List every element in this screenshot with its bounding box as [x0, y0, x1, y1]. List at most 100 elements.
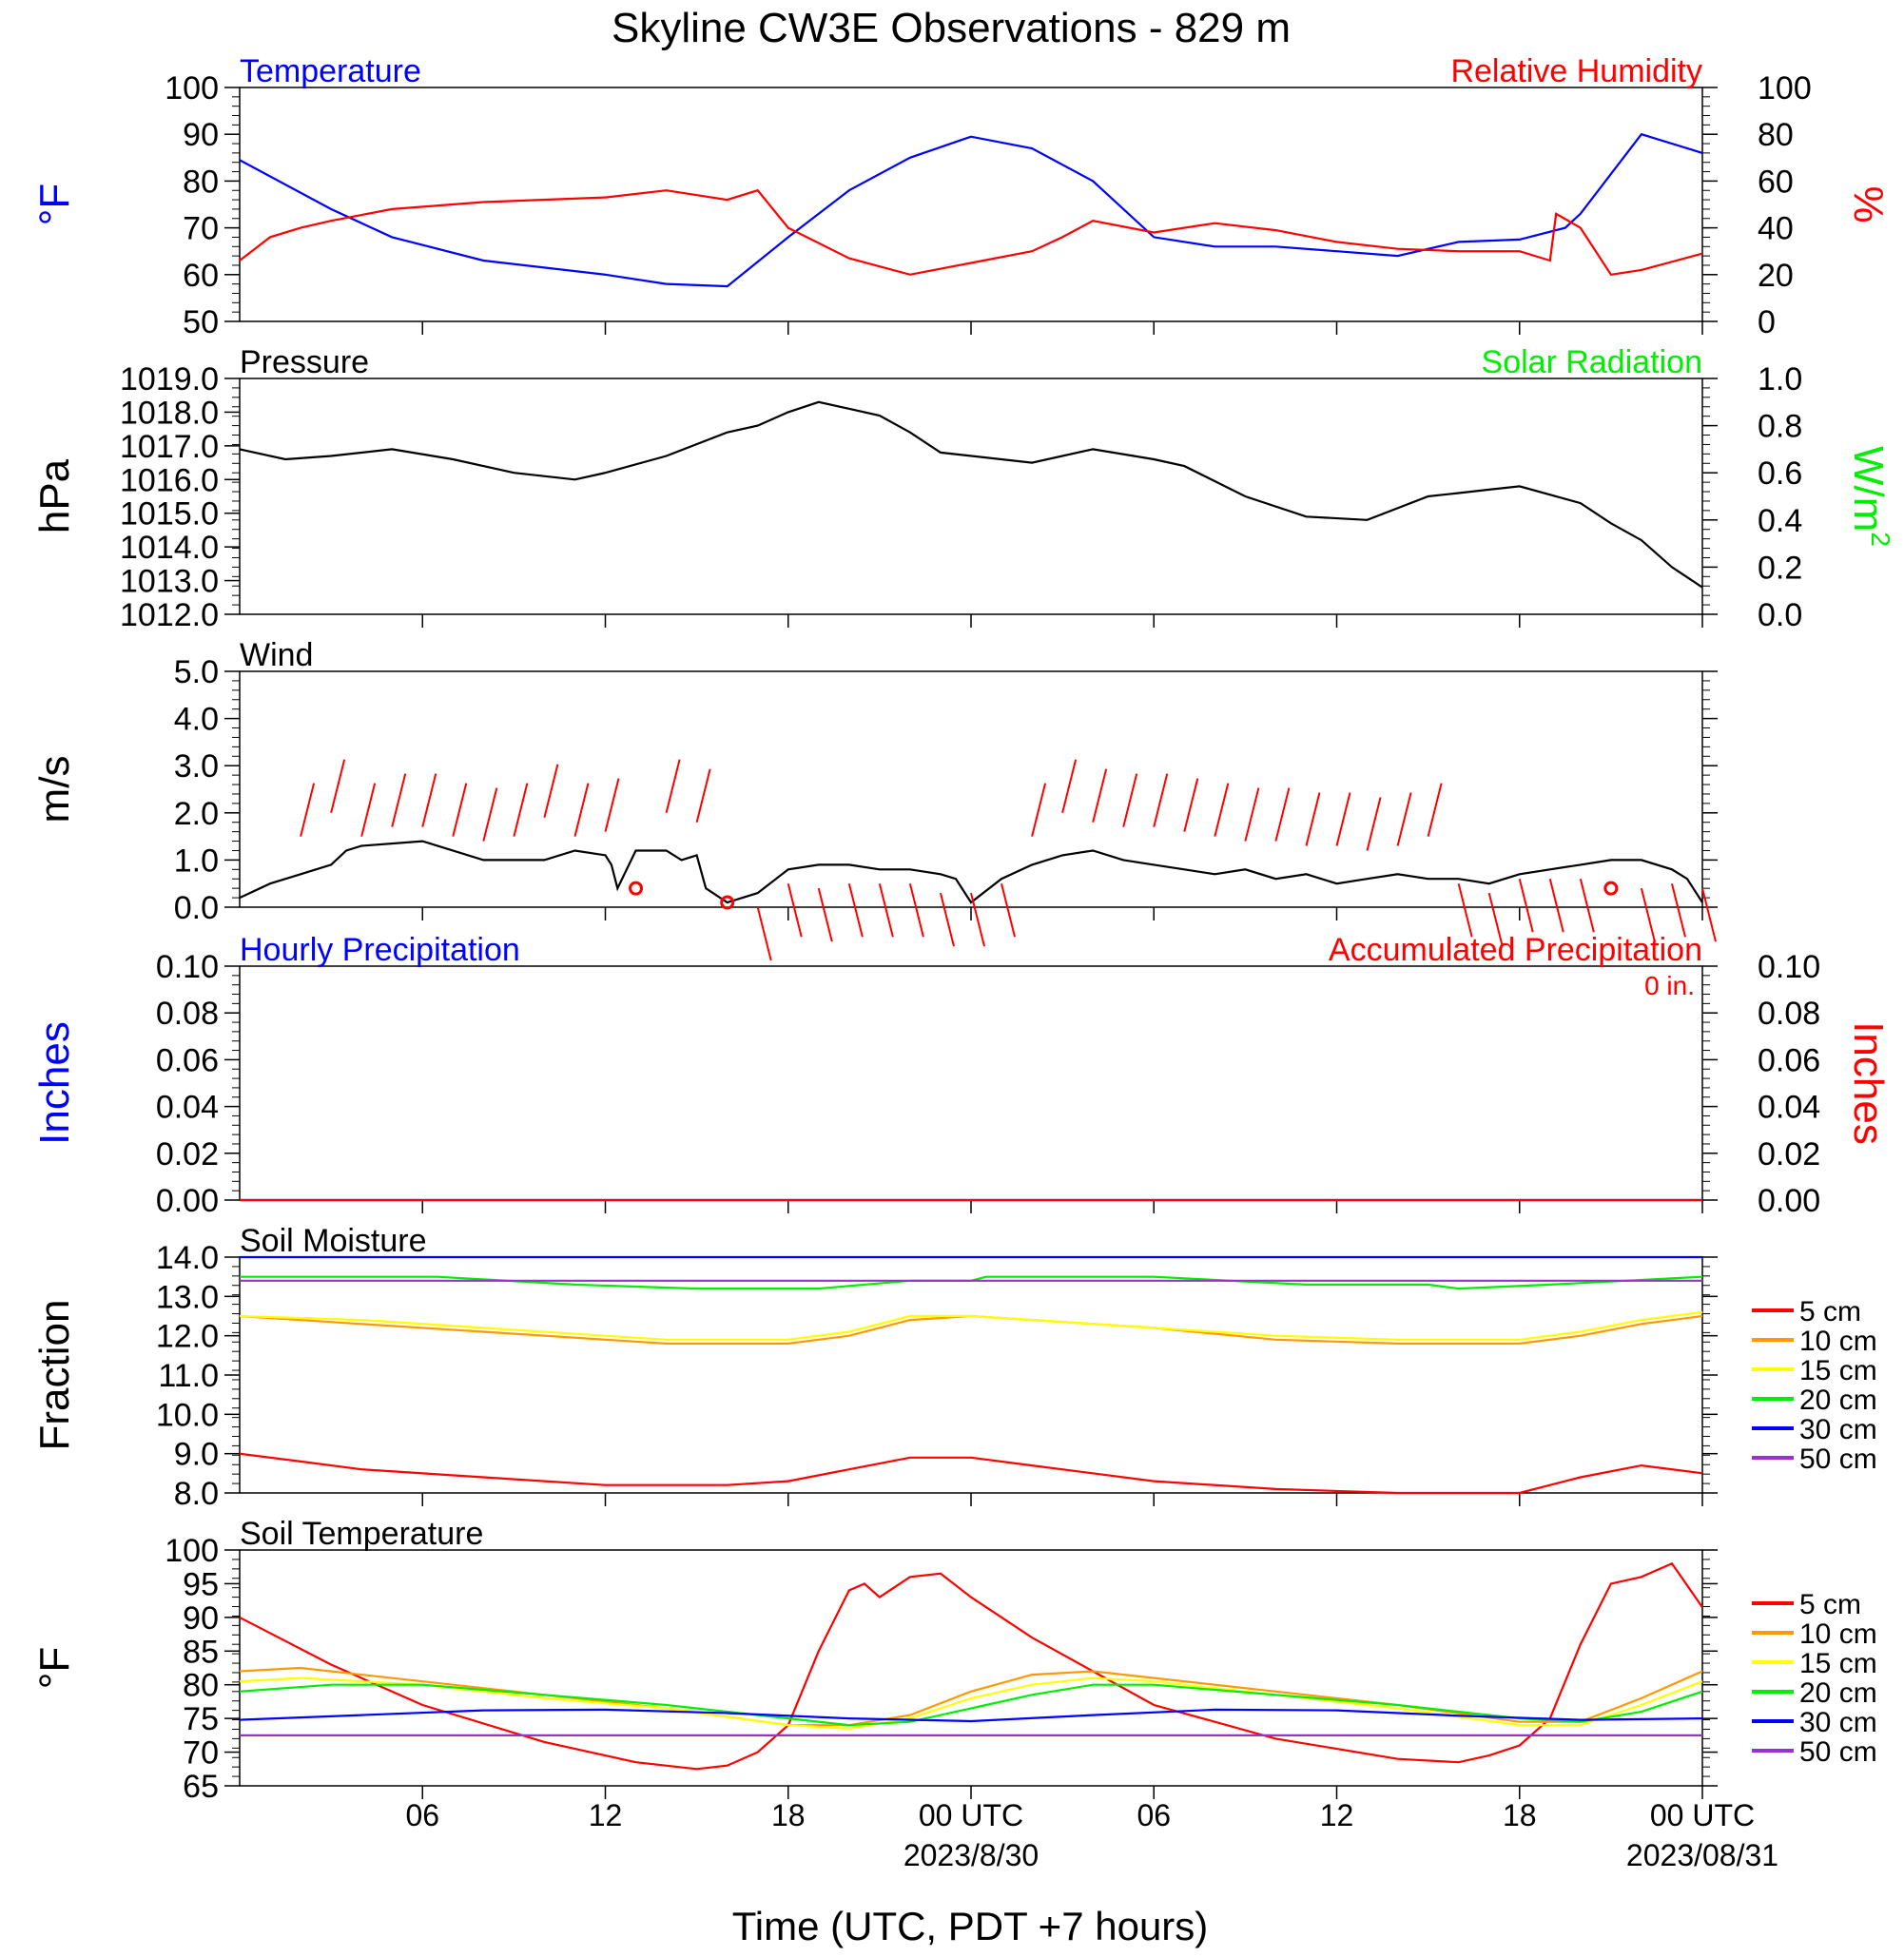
x-date-label: 2023/8/30 [903, 1838, 1039, 1872]
y2-tick-label: 100 [1758, 70, 1812, 107]
y-tick-label: 1017.0 [120, 429, 219, 465]
wind-barb [665, 759, 681, 814]
wind-barb [1640, 887, 1656, 942]
wind-barb [1487, 892, 1504, 947]
series-relative-humidity [239, 188, 1703, 276]
series-temperature [239, 132, 1703, 288]
y2-tick-label: 0.06 [1758, 1042, 1820, 1078]
series-wind-speed [239, 840, 1703, 904]
panels: 100 90 80 70 60 50 100 80 60 40 20 0 Temperature Rela… [31, 53, 1895, 1805]
legend-label: 10 cm [1799, 1326, 1877, 1357]
wind-barb [604, 778, 620, 832]
y-tick-label: 0.00 [156, 1183, 219, 1219]
wind-barb [1670, 882, 1686, 938]
x-tick-label: 18 [771, 1798, 806, 1832]
y2-tick-label: 80 [1758, 117, 1794, 153]
y-tick-label: 75 [183, 1701, 219, 1737]
wind-barb [360, 783, 377, 837]
y-tick-label: 1012.0 [120, 597, 219, 633]
x-tick-label: 06 [1137, 1798, 1171, 1832]
y2-axis-label: % [1845, 185, 1892, 223]
y2-tick-label: 0.2 [1758, 550, 1802, 586]
wind-barb [817, 887, 833, 942]
legend-label: 10 cm [1799, 1618, 1877, 1650]
panel-left-title: Wind [240, 637, 313, 673]
calm-wind-marker [1603, 881, 1619, 896]
x-tick-label: 12 [589, 1798, 623, 1832]
y-axis-label: hPa [31, 458, 78, 533]
wind-barb [1579, 878, 1595, 933]
wind-barb [1031, 783, 1047, 837]
y-tick-label: 0.02 [156, 1136, 219, 1172]
y-tick-label: 0.08 [156, 996, 219, 1032]
y2-tick-label: 60 [1758, 164, 1794, 200]
wind-barb [787, 882, 803, 938]
x-tick-label: 00 UTC [1650, 1798, 1755, 1832]
wind-barb [1518, 878, 1534, 933]
wind-barb [1061, 759, 1078, 814]
y-axis-label: Inches [31, 1021, 78, 1145]
calm-wind-marker [629, 881, 644, 896]
y-tick-label: 60 [183, 258, 219, 294]
y-tick-label: 70 [183, 211, 219, 247]
series-5-cm [239, 1561, 1703, 1771]
y2-tick-label: 1.0 [1758, 361, 1802, 397]
legend-label: 20 cm [1799, 1677, 1877, 1709]
legend-label: 5 cm [1799, 1296, 1861, 1327]
wind-barb [756, 906, 772, 961]
wind-barb [330, 759, 346, 814]
y-axis-label: m/s [31, 756, 78, 823]
y-tick-label: 100 [165, 70, 219, 107]
y2-tick-label: 0.08 [1758, 996, 1820, 1032]
y2-axis-label: W/m2 [1845, 446, 1895, 547]
y-tick-label: 0.10 [156, 949, 219, 985]
wind-barb [1366, 797, 1382, 851]
x-axis-label: Time (UTC, PDT +7 hours) [732, 1904, 1209, 1948]
wind-barb [1122, 773, 1138, 827]
panel-5: 14.013.0 12.011.010.0 9.08.0 Soil Moisture F… [31, 1223, 1877, 1512]
y2-tick-label: 0.02 [1758, 1136, 1820, 1172]
y2-tick-label: 0 [1758, 304, 1776, 340]
y2-tick-label: 0.0 [1758, 597, 1802, 633]
y-tick-label: 0.04 [156, 1090, 219, 1126]
y-tick-label: 8.0 [174, 1476, 219, 1512]
panel-frame [239, 965, 1703, 1201]
y-tick-label: 13.0 [156, 1279, 219, 1315]
wind-barb [1305, 792, 1321, 846]
y-tick-label: 90 [183, 1600, 219, 1637]
panel-frame [239, 670, 1703, 908]
y-tick-label: 80 [183, 164, 219, 200]
wind-barb [1396, 792, 1412, 846]
y2-tick-label: 0.10 [1758, 949, 1820, 985]
y2-tick-label: 0.04 [1758, 1090, 1820, 1126]
wind-barb [421, 773, 437, 827]
wind-barb [1153, 773, 1169, 827]
wind-barb [1701, 887, 1717, 942]
precip-total-label: 0 in. [1644, 971, 1695, 1000]
panel-right-title: Accumulated Precipitation [1329, 932, 1702, 968]
y-tick-label: 9.0 [174, 1437, 219, 1473]
y2-tick-label: 0.6 [1758, 455, 1802, 492]
y-tick-label: 1019.0 [120, 361, 219, 397]
y-tick-label: 3.0 [174, 748, 219, 785]
wind-barb [908, 882, 924, 938]
series-20-cm [240, 1275, 1703, 1290]
calm-wind-marker [720, 895, 735, 910]
wind-barb [1214, 783, 1230, 837]
panel-left-title: Temperature [240, 53, 421, 89]
legend-label: 5 cm [1799, 1589, 1861, 1620]
panel-3: 5.0 4.0 3.0 2.0 1.0 0.0 Wind m/s [31, 637, 1718, 961]
series-30-cm [239, 1708, 1703, 1723]
y-tick-label: 10.0 [156, 1397, 219, 1433]
wind-barb [573, 783, 590, 837]
chart-title: Skyline CW3E Observations - 829 m [612, 5, 1291, 51]
wind-barb [1244, 787, 1260, 842]
y-axis-label: °F [31, 184, 78, 225]
wind-barb [695, 768, 711, 823]
wind-barb [1183, 778, 1199, 832]
y-tick-label: 70 [183, 1735, 219, 1772]
series-pressure [239, 400, 1703, 589]
